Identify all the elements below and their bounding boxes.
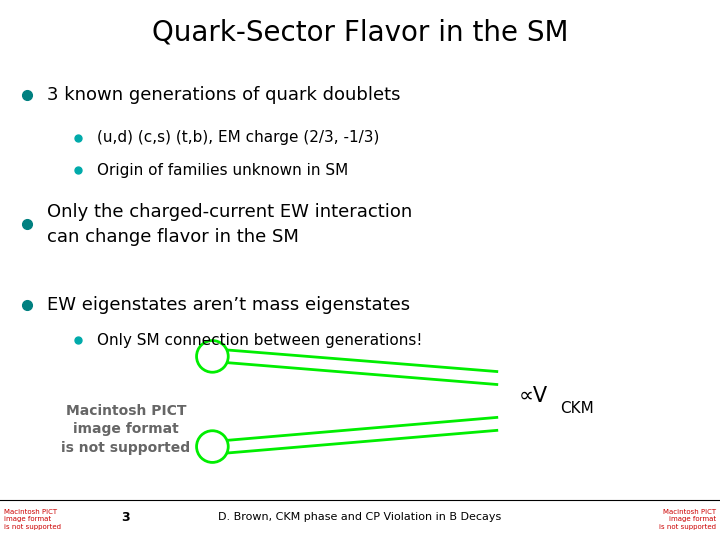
- Text: Only the charged-current EW interaction
can change flavor in the SM: Only the charged-current EW interaction …: [47, 202, 412, 246]
- Text: D. Brown, CKM phase and CP Violation in B Decays: D. Brown, CKM phase and CP Violation in …: [218, 512, 502, 522]
- Text: EW eigenstates aren’t mass eigenstates: EW eigenstates aren’t mass eigenstates: [47, 296, 410, 314]
- Text: ∝V: ∝V: [518, 386, 547, 406]
- Text: CKM: CKM: [560, 401, 594, 416]
- Text: Macintosh PICT
image format
is not supported: Macintosh PICT image format is not suppo…: [660, 509, 716, 530]
- Text: Macintosh PICT
image format
is not supported: Macintosh PICT image format is not suppo…: [61, 404, 191, 455]
- Text: Macintosh PICT
image format
is not supported: Macintosh PICT image format is not suppo…: [4, 509, 60, 530]
- Text: (u,d) (c,s) (t,b), EM charge (2/3, -1/3): (u,d) (c,s) (t,b), EM charge (2/3, -1/3): [97, 130, 379, 145]
- Text: 3 known generations of quark doublets: 3 known generations of quark doublets: [47, 85, 400, 104]
- Text: Only SM connection between generations!: Only SM connection between generations!: [97, 333, 423, 348]
- Text: Origin of families unknown in SM: Origin of families unknown in SM: [97, 163, 348, 178]
- Text: Quark-Sector Flavor in the SM: Quark-Sector Flavor in the SM: [152, 19, 568, 47]
- Text: 3: 3: [122, 511, 130, 524]
